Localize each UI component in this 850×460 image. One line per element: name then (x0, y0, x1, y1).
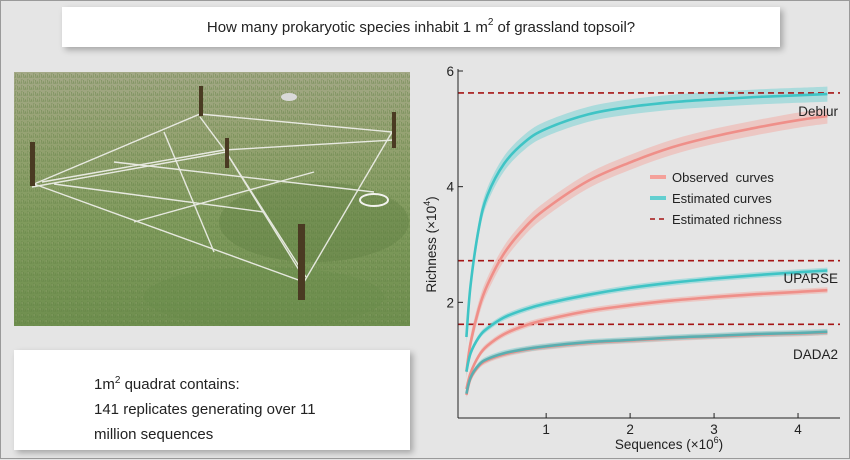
legend-richness-label: Estimated richness (672, 212, 782, 227)
y-tick-label: 2 (446, 295, 454, 310)
y-tick-label: 6 (446, 64, 454, 79)
figure-title: How many prokaryotic species inhabit 1 m… (206, 17, 636, 36)
curve-observed-deblur (465, 114, 828, 372)
band-estimated-uparse (466, 267, 828, 375)
group-label-dada2: DADA2 (793, 347, 838, 362)
x-tick-label: 2 (626, 422, 634, 437)
info-line-2: 141 replicates generating over 11 (94, 401, 316, 418)
info-line-3: million sequences (94, 426, 214, 443)
x-axis-label: Sequences (×106) (615, 435, 723, 452)
info-box: 1m2 quadrat contains: 141 replicates gen… (14, 350, 410, 450)
info-line-1: 1m2 quadrat contains: (94, 375, 240, 393)
curve-observed-uparse (465, 288, 828, 390)
group-label-uparse: UPARSE (783, 271, 838, 286)
curve-estimated-deblur (465, 92, 828, 338)
grassland-quadrat-photo (14, 72, 410, 326)
x-tick-label: 3 (710, 422, 718, 437)
x-tick-label: 1 (542, 422, 550, 437)
y-axis-label: Richness (×104) (422, 196, 439, 292)
legend-observed-label: Observed curves (672, 170, 774, 185)
chart-svg: 1 2 3 4 2 4 6 Deblur UPARSE DADA2 Observed curve… (422, 64, 840, 452)
richness-chart: 1 2 3 4 2 4 6 Deblur UPARSE DADA2 Observed curve… (412, 55, 848, 455)
band-observed-deblur (466, 108, 828, 380)
group-label-deblur: Deblur (798, 104, 838, 119)
curve-estimated-dada2 (465, 330, 828, 395)
legend-estimated-label: Estimated curves (672, 191, 772, 206)
figure-title-box: How many prokaryotic species inhabit 1 m… (62, 7, 780, 47)
x-tick-label: 4 (794, 422, 802, 437)
y-tick-label: 4 (446, 180, 454, 195)
curve-estimated-uparse (465, 269, 828, 372)
